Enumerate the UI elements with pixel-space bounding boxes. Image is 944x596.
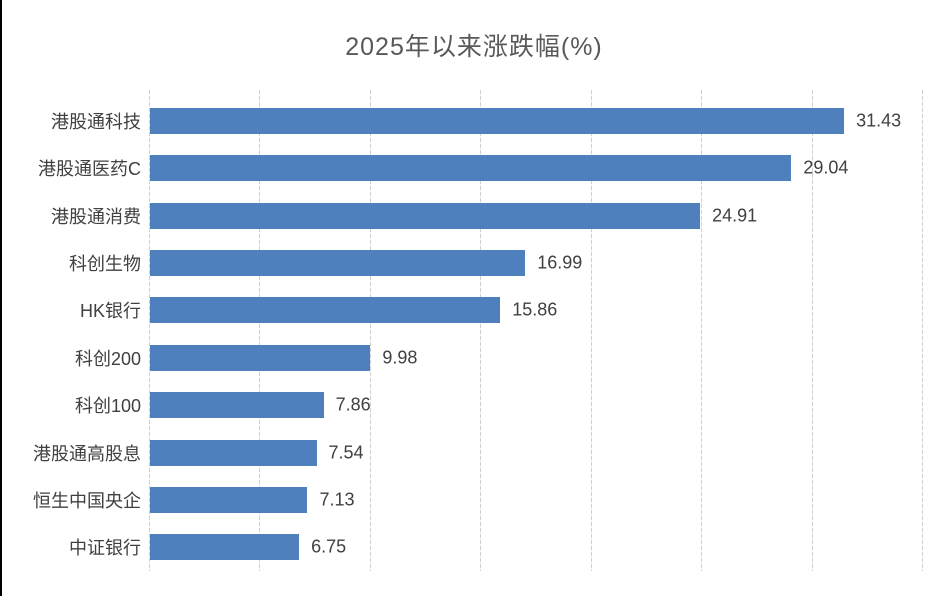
category-label: 恒生中国央企 xyxy=(33,490,141,511)
category-label: 港股通高股息 xyxy=(33,443,141,464)
bar xyxy=(150,486,308,513)
gridline xyxy=(811,90,813,571)
value-label: 29.04 xyxy=(803,157,849,178)
category-label: 港股通消费 xyxy=(51,206,141,227)
category-label: HK银行 xyxy=(79,301,141,322)
value-label: 6.75 xyxy=(311,536,347,557)
value-label: 24.91 xyxy=(712,205,758,226)
value-label: 7.86 xyxy=(335,394,371,415)
bar xyxy=(150,297,501,324)
bar-rows-container: 港股通科技 31.43 港股通医药C 29.04 港股通消费 24.91 科创生物 16.99… xyxy=(33,97,922,571)
chart-title: 2025年以来涨跌幅(%) xyxy=(345,33,603,61)
bar-row: 科创生物 16.99 xyxy=(69,239,922,286)
value-label: 9.98 xyxy=(382,347,418,368)
bar-row: 港股通医药C 29.04 xyxy=(38,144,922,191)
bar-row: 恒生中国央企 7.13 xyxy=(33,476,922,523)
gridline xyxy=(149,90,150,571)
bar-row: 港股通高股息 7.54 xyxy=(33,429,922,476)
plot-area: 港股通科技 31.43 港股通医药C 29.04 港股通消费 24.91 科创生物 16.99… xyxy=(33,90,923,571)
bar-row: HK银行 15.86 xyxy=(80,287,922,334)
bar xyxy=(150,439,317,466)
value-label: 31.43 xyxy=(856,110,902,131)
bar xyxy=(150,344,371,371)
value-label: 7.13 xyxy=(319,489,355,510)
gridline xyxy=(590,90,592,571)
bar xyxy=(150,202,701,229)
bar xyxy=(150,392,324,419)
bar-row: 科创200 9.98 xyxy=(75,334,922,381)
bar xyxy=(150,107,845,134)
bar xyxy=(150,155,792,182)
bar-row: 港股通消费 24.91 xyxy=(51,192,922,239)
category-label: 港股通医药C xyxy=(38,159,141,180)
value-label: 15.86 xyxy=(512,299,558,320)
category-label: 科创生物 xyxy=(69,253,141,274)
category-label: 港股通科技 xyxy=(51,111,141,132)
bar-row: 科创100 7.86 xyxy=(75,381,922,428)
gridline xyxy=(369,90,371,571)
category-label: 中证银行 xyxy=(69,538,141,559)
value-label: 16.99 xyxy=(537,252,583,273)
gridline xyxy=(701,90,703,571)
category-label: 科创200 xyxy=(74,348,141,369)
value-label: 7.54 xyxy=(328,442,364,463)
bar xyxy=(150,534,300,561)
gridline xyxy=(922,90,923,571)
bar-row: 中证银行 6.75 xyxy=(69,524,922,571)
gridline xyxy=(259,90,261,571)
bar xyxy=(150,249,526,276)
bar-row: 港股通科技 31.43 xyxy=(51,97,922,144)
category-label: 科创100 xyxy=(74,396,141,417)
gridline xyxy=(480,90,482,571)
